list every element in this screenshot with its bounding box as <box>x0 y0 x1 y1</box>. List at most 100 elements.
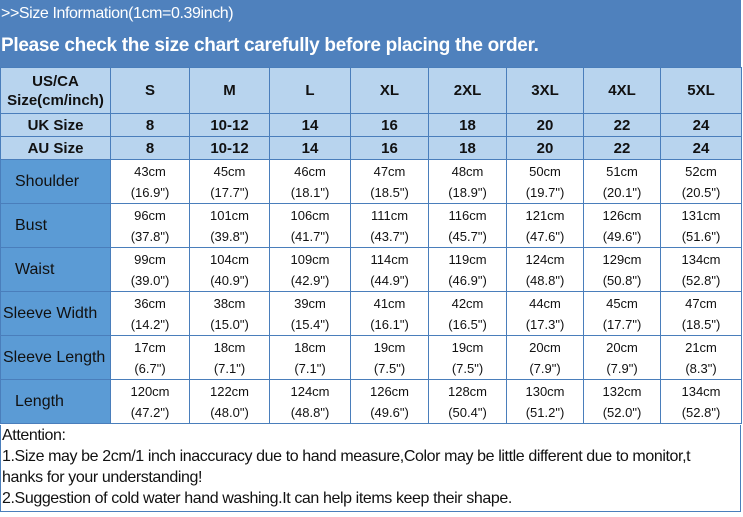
measurement-cell: 18cm (7.1") <box>269 335 351 380</box>
cm-value: 119cm <box>448 251 487 267</box>
inch-value: (49.6") <box>602 228 642 244</box>
cm-value: 20cm <box>529 339 561 355</box>
measurement-cell: 122cm (48.0") <box>189 379 270 424</box>
measurement-label: Waist <box>0 247 111 292</box>
cm-value: 96cm <box>134 207 166 223</box>
measurement-label: Sleeve Length <box>0 335 111 380</box>
size-info-title: >>Size Information(1cm=0.39inch) <box>1 5 234 22</box>
attention-note-1: 1.Size may be 2cm/1 inch inaccuracy due … <box>2 448 691 465</box>
au-size-label: AU Size <box>0 136 111 160</box>
size-chart-table: US/CA Size(cm/inch) S M L XL 2XL 3XL 4XL 5XL UK S… <box>0 67 742 424</box>
inch-value: (6.7") <box>134 360 166 376</box>
measurement-row: Length 120cm (47.2") 122cm (48.0") 124cm (48.8… <box>0 379 742 424</box>
inch-value: (49.6") <box>370 404 409 420</box>
cm-value: 47cm <box>685 295 717 311</box>
measurement-row: Sleeve Width 36cm (14.2") 38cm (15.0") 39cm (1… <box>0 291 742 336</box>
uk-size-row: UK Size 8 10-12 14 16 18 20 22 24 <box>0 113 742 137</box>
cm-value: 128cm <box>447 383 488 399</box>
cm-value: 131cm <box>681 207 721 223</box>
inch-value: (52.8") <box>681 272 721 288</box>
measurement-cell: 126cm (49.6") <box>350 379 429 424</box>
attention-note-2: 2.Suggestion of cold water hand washing.… <box>2 490 512 507</box>
inch-value: (42.9") <box>290 272 330 288</box>
cm-value: 50cm <box>529 163 561 179</box>
inch-value: (15.0") <box>210 316 249 332</box>
cm-value: 52cm <box>685 163 717 179</box>
measurement-label: Length <box>0 379 111 424</box>
cm-value: 47cm <box>373 163 406 179</box>
cm-value: 116cm <box>448 207 487 223</box>
cm-value: 126cm <box>602 207 642 223</box>
measurement-cell: 130cm (51.2") <box>506 379 584 424</box>
size-info-banner: >>Size Information(1cm=0.39inch) Please … <box>0 0 741 67</box>
cm-value: 124cm <box>525 251 565 267</box>
cm-value: 130cm <box>525 383 565 399</box>
measurement-cell: 47cm (18.5") <box>350 159 429 204</box>
cm-value: 51cm <box>606 163 638 179</box>
cm-value: 20cm <box>606 339 638 355</box>
inch-value: (37.8") <box>130 228 170 244</box>
measurement-cell: 132cm (52.0") <box>583 379 661 424</box>
measurement-cell: 20cm (7.9") <box>583 335 661 380</box>
uk-size-label: UK Size <box>0 113 111 137</box>
inch-value: (48.0") <box>210 404 249 420</box>
measurement-cell: 131cm (51.6") <box>660 203 742 248</box>
size-header-xl: XL <box>350 67 429 114</box>
inch-value: (52.8") <box>681 404 721 420</box>
cm-value: 122cm <box>209 383 250 399</box>
au-size-value: 24 <box>660 136 742 160</box>
measurement-cell: 106cm (41.7") <box>269 203 351 248</box>
measurement-cell: 48cm (18.9") <box>428 159 507 204</box>
us-ca-size-label: US/CA Size(cm/inch) <box>0 67 111 114</box>
au-size-value: 18 <box>428 136 507 160</box>
cm-value: 43cm <box>134 163 166 179</box>
measurement-cell: 111cm (43.7") <box>350 203 429 248</box>
cm-value: 39cm <box>294 295 326 311</box>
measurement-cell: 45cm (17.7") <box>189 159 270 204</box>
size-header-3xl: 3XL <box>506 67 584 114</box>
au-size-value: 10-12 <box>189 136 270 160</box>
inch-value: (50.4") <box>448 404 487 420</box>
measurement-cell: 124cm (48.8") <box>269 379 351 424</box>
measurement-cell: 119cm (46.9") <box>428 247 507 292</box>
measurement-cell: 21cm (8.3") <box>660 335 742 380</box>
inch-value: (20.1") <box>602 184 642 200</box>
measurement-cell: 52cm (20.5") <box>660 159 742 204</box>
measurement-cell: 126cm (49.6") <box>583 203 661 248</box>
cm-value: 42cm <box>451 295 484 311</box>
measurement-cell: 19cm (7.5") <box>428 335 507 380</box>
measurement-cell: 99cm (39.0") <box>110 247 190 292</box>
measurement-cell: 20cm (7.9") <box>506 335 584 380</box>
cm-value: 48cm <box>451 163 484 179</box>
header-row: US/CA Size(cm/inch) S M L XL 2XL 3XL 4XL 5XL <box>0 67 742 114</box>
cm-value: 101cm <box>209 207 250 223</box>
measurement-cell: 96cm (37.8") <box>110 203 190 248</box>
measurement-cell: 19cm (7.5") <box>350 335 429 380</box>
cm-value: 18cm <box>294 339 326 355</box>
au-size-value: 14 <box>269 136 351 160</box>
au-size-value: 20 <box>506 136 584 160</box>
cm-value: 46cm <box>294 163 326 179</box>
au-size-value: 16 <box>350 136 429 160</box>
cm-value: 19cm <box>373 339 406 355</box>
cm-value: 114cm <box>370 251 409 267</box>
cm-value: 38cm <box>213 295 246 311</box>
measurement-cell: 120cm (47.2") <box>110 379 190 424</box>
uk-size-value: 10-12 <box>189 113 270 137</box>
inch-value: (20.5") <box>681 184 721 200</box>
measurement-label: Sleeve Width <box>0 291 111 336</box>
measurement-cell: 129cm (50.8") <box>583 247 661 292</box>
inch-value: (19.7") <box>525 184 565 200</box>
cm-value: 45cm <box>606 295 638 311</box>
measurement-cell: 43cm (16.9") <box>110 159 190 204</box>
uk-size-value: 18 <box>428 113 507 137</box>
measurement-cell: 104cm (40.9") <box>189 247 270 292</box>
measurement-cell: 134cm (52.8") <box>660 379 742 424</box>
cm-value: 106cm <box>290 207 330 223</box>
inch-value: (17.7") <box>602 316 642 332</box>
inch-value: (7.9") <box>606 360 638 376</box>
size-header-s: S <box>110 67 190 114</box>
cm-value: 45cm <box>213 163 246 179</box>
cm-value: 44cm <box>529 295 561 311</box>
inch-value: (44.9") <box>370 272 409 288</box>
